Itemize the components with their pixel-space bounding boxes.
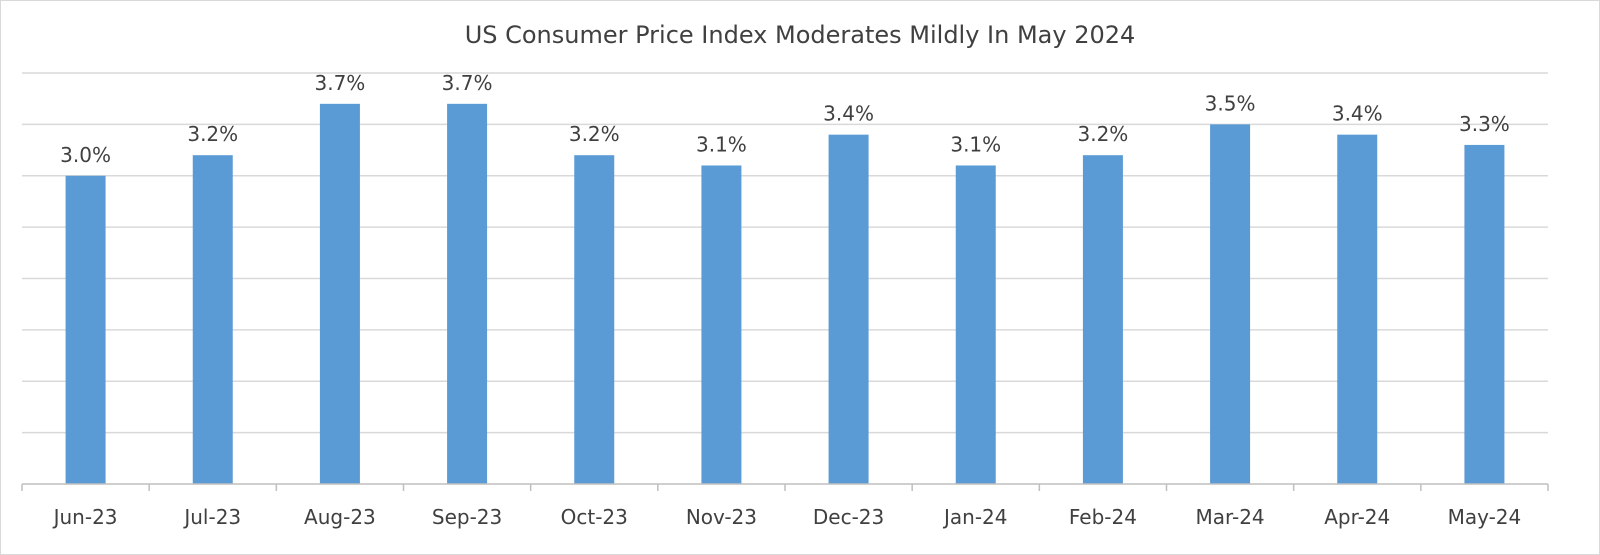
bar-jul-23 bbox=[192, 155, 233, 484]
bar-may-24 bbox=[1464, 144, 1505, 485]
bar-jan-24 bbox=[955, 165, 996, 484]
gridlines bbox=[22, 72, 1548, 434]
data-label-jan-24: 3.1% bbox=[950, 132, 1001, 156]
x-tick-label-nov-23: Nov-23 bbox=[686, 505, 757, 529]
data-label-mar-24: 3.5% bbox=[1205, 91, 1256, 115]
data-label-apr-24: 3.4% bbox=[1332, 102, 1383, 126]
bar-sep-23 bbox=[447, 103, 488, 484]
x-tick-label-jan-24: Jan-24 bbox=[942, 505, 1008, 529]
x-axis: Jun-23 Jul-23 Aug-23 Sep-23 Oct-23 Nov-23 Dec-… bbox=[21, 483, 1549, 529]
data-label-jul-23: 3.2% bbox=[187, 122, 238, 146]
x-tick-label-dec-23: Dec-23 bbox=[813, 505, 884, 529]
bars bbox=[65, 103, 1505, 485]
data-label-sep-23: 3.7% bbox=[442, 71, 493, 95]
bar-aug-23 bbox=[319, 103, 360, 484]
data-labels: 3.0% 3.2% 3.7% 3.7% 3.2% 3.1% 3.4% 3.1% 3.2% 3.5%… bbox=[60, 71, 1510, 167]
data-label-nov-23: 3.1% bbox=[696, 132, 747, 156]
bar-dec-23 bbox=[828, 134, 869, 484]
bar-oct-23 bbox=[574, 155, 615, 484]
x-tick-label-sep-23: Sep-23 bbox=[432, 505, 502, 529]
data-label-oct-23: 3.2% bbox=[569, 122, 620, 146]
x-tick-label-may-24: May-24 bbox=[1448, 505, 1522, 529]
bar-nov-23 bbox=[701, 165, 742, 484]
bar-jun-23 bbox=[65, 175, 106, 484]
x-tick-label-aug-23: Aug-23 bbox=[304, 505, 376, 529]
chart-title: US Consumer Price Index Moderates Mildly… bbox=[465, 21, 1136, 49]
data-label-aug-23: 3.7% bbox=[315, 71, 366, 95]
x-tick-label-mar-24: Mar-24 bbox=[1196, 505, 1265, 529]
bar-mar-24 bbox=[1210, 124, 1251, 484]
x-tick-label-apr-24: Apr-24 bbox=[1324, 505, 1390, 529]
x-tick-label-jun-23: Jun-23 bbox=[52, 505, 118, 529]
data-label-dec-23: 3.4% bbox=[823, 102, 874, 126]
data-label-feb-24: 3.2% bbox=[1078, 122, 1129, 146]
x-tick-label-feb-24: Feb-24 bbox=[1069, 505, 1137, 529]
bar-feb-24 bbox=[1082, 155, 1123, 484]
data-label-may-24: 3.3% bbox=[1459, 112, 1510, 136]
data-label-jun-23: 3.0% bbox=[60, 143, 111, 167]
x-tick-label-jul-23: Jul-23 bbox=[182, 505, 241, 529]
bar-apr-24 bbox=[1337, 134, 1378, 484]
x-tick-label-oct-23: Oct-23 bbox=[561, 505, 628, 529]
